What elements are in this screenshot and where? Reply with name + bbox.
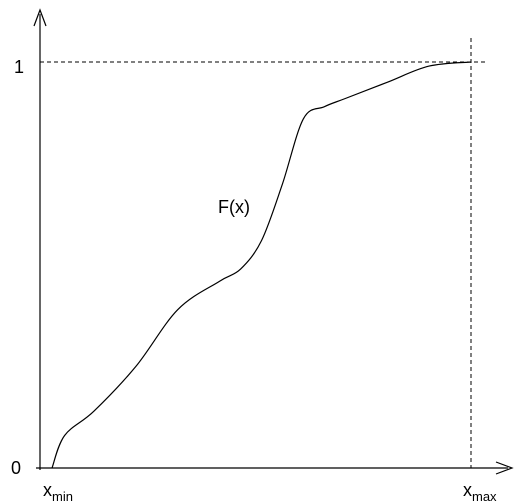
curve-label: F(x) — [218, 197, 250, 217]
cdf-curve — [51, 61, 472, 469]
x-min-label-sub: min — [52, 489, 73, 504]
x-min-label-base: x — [43, 480, 52, 500]
x-max-label: xmax — [463, 480, 497, 504]
x-max-label-sub: max — [472, 489, 497, 504]
y-tick-label-1: 1 — [14, 57, 24, 77]
x-max-label-base: x — [463, 480, 472, 500]
y-axis-arrowhead — [33, 8, 47, 27]
x-min-label: xmin — [43, 480, 73, 504]
x-axis-arrowhead — [495, 461, 514, 475]
y-tick-label-0: 0 — [11, 458, 21, 478]
